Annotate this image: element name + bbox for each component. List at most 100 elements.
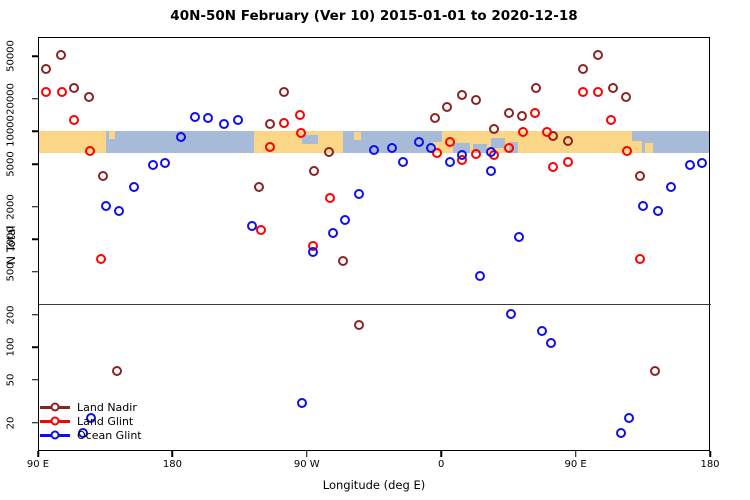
map-band-land-segment: [39, 130, 107, 153]
y-tick-label: 20000: [5, 83, 17, 115]
y-axis-label: N Total: [4, 225, 18, 265]
data-point-land-glint: [577, 87, 588, 98]
x-tick-label: 90 E: [564, 459, 587, 470]
data-point-ocean-glint: [514, 231, 525, 242]
data-point-land-nadir: [650, 365, 661, 376]
data-point-land-glint: [547, 162, 558, 173]
legend-marker-icon: [40, 402, 70, 412]
data-point-land-glint: [471, 148, 482, 159]
open-circle-icon: [50, 430, 60, 440]
map-band-ocean-segment: [642, 130, 710, 153]
map-band-land-patch: [353, 131, 362, 141]
data-point-ocean-glint: [486, 146, 497, 157]
data-point-land-nadir: [430, 112, 441, 123]
data-point-ocean-glint: [202, 112, 213, 123]
data-point-ocean-glint: [219, 118, 230, 129]
data-point-land-nadir: [41, 63, 52, 74]
data-point-ocean-glint: [86, 412, 97, 423]
data-point-ocean-glint: [160, 157, 171, 168]
data-point-ocean-glint: [340, 214, 351, 225]
data-point-ocean-glint: [546, 337, 557, 348]
data-point-land-nadir: [635, 171, 646, 182]
x-tick-label: 180: [162, 459, 182, 470]
data-point-ocean-glint: [101, 201, 112, 212]
plot-area: [38, 37, 711, 451]
data-point-land-nadir: [503, 108, 514, 119]
x-tick: [171, 451, 174, 457]
data-point-ocean-glint: [457, 149, 468, 160]
data-point-land-nadir: [265, 119, 276, 130]
data-point-land-nadir: [563, 135, 574, 146]
y-tick-label: 50000: [5, 40, 17, 72]
data-point-land-nadir: [97, 171, 108, 182]
data-point-ocean-glint: [354, 188, 365, 199]
y-tick: [32, 130, 38, 133]
data-point-land-glint: [621, 146, 632, 157]
x-tick: [574, 451, 577, 457]
data-point-land-glint: [431, 148, 442, 159]
data-point-ocean-glint: [486, 166, 497, 177]
data-point-ocean-glint: [685, 160, 696, 171]
y-tick: [32, 206, 38, 208]
data-point-land-glint: [256, 224, 267, 235]
x-tick-label: 0: [438, 459, 445, 470]
data-point-ocean-glint: [414, 137, 425, 147]
data-point-land-glint: [606, 114, 617, 125]
legend: Land Nadir Land Glint Ocean Glint: [40, 400, 142, 443]
map-band-ocean-patch: [433, 130, 443, 142]
data-point-land-nadir: [112, 365, 123, 376]
data-point-land-glint: [295, 109, 306, 120]
open-circle-icon: [50, 416, 60, 426]
legend-marker-icon: [40, 416, 70, 426]
data-point-land-glint: [56, 87, 67, 98]
data-point-ocean-glint: [445, 157, 456, 168]
data-point-land-nadir: [471, 95, 482, 106]
data-point-land-glint: [634, 254, 645, 265]
data-point-land-nadir: [354, 319, 365, 330]
x-tick: [709, 451, 711, 457]
threshold-line: [39, 303, 711, 305]
legend-marker-icon: [40, 430, 70, 440]
data-point-land-glint: [96, 254, 107, 265]
y-tick-label: 50: [5, 373, 17, 387]
data-point-land-glint: [518, 127, 529, 138]
data-point-ocean-glint: [78, 428, 89, 439]
data-point-land-nadir: [592, 50, 603, 61]
legend-item-ocean-glint: Ocean Glint: [40, 428, 142, 442]
data-point-land-glint: [69, 114, 80, 125]
data-point-ocean-glint: [296, 398, 307, 409]
y-tick: [32, 163, 38, 165]
map-band-ocean-patch: [301, 134, 319, 144]
y-tick: [32, 271, 38, 273]
data-point-land-nadir: [324, 146, 335, 157]
data-point-land-glint: [592, 87, 603, 98]
data-point-land-nadir: [456, 89, 467, 100]
data-point-ocean-glint: [652, 205, 663, 216]
legend-label: Land Nadir: [77, 400, 137, 414]
legend-label: Ocean Glint: [77, 428, 142, 442]
x-axis-label: Longitude (deg E): [322, 478, 426, 492]
data-point-ocean-glint: [129, 182, 140, 193]
data-point-ocean-glint: [147, 160, 158, 171]
x-tick-label: 90 W: [293, 459, 320, 470]
data-point-land-glint: [503, 143, 514, 154]
map-band-ocean-patch: [631, 130, 643, 141]
data-point-land-nadir: [69, 82, 80, 93]
data-point-ocean-glint: [190, 111, 201, 122]
legend-item-land-glint: Land Glint: [40, 414, 142, 428]
data-point-land-nadir: [516, 111, 527, 122]
y-tick: [32, 238, 38, 241]
x-tick: [306, 451, 308, 457]
map-band-ocean-patch: [491, 138, 505, 148]
data-point-ocean-glint: [113, 205, 124, 216]
map-band-ocean-patch: [452, 142, 471, 153]
data-point-land-glint: [445, 136, 456, 147]
data-point-land-nadir: [489, 124, 500, 135]
data-point-land-glint: [41, 87, 52, 98]
data-point-ocean-glint: [247, 221, 258, 232]
data-point-ocean-glint: [536, 326, 547, 337]
data-point-ocean-glint: [232, 114, 243, 125]
data-point-ocean-glint: [615, 428, 626, 439]
data-point-land-glint: [265, 142, 276, 153]
